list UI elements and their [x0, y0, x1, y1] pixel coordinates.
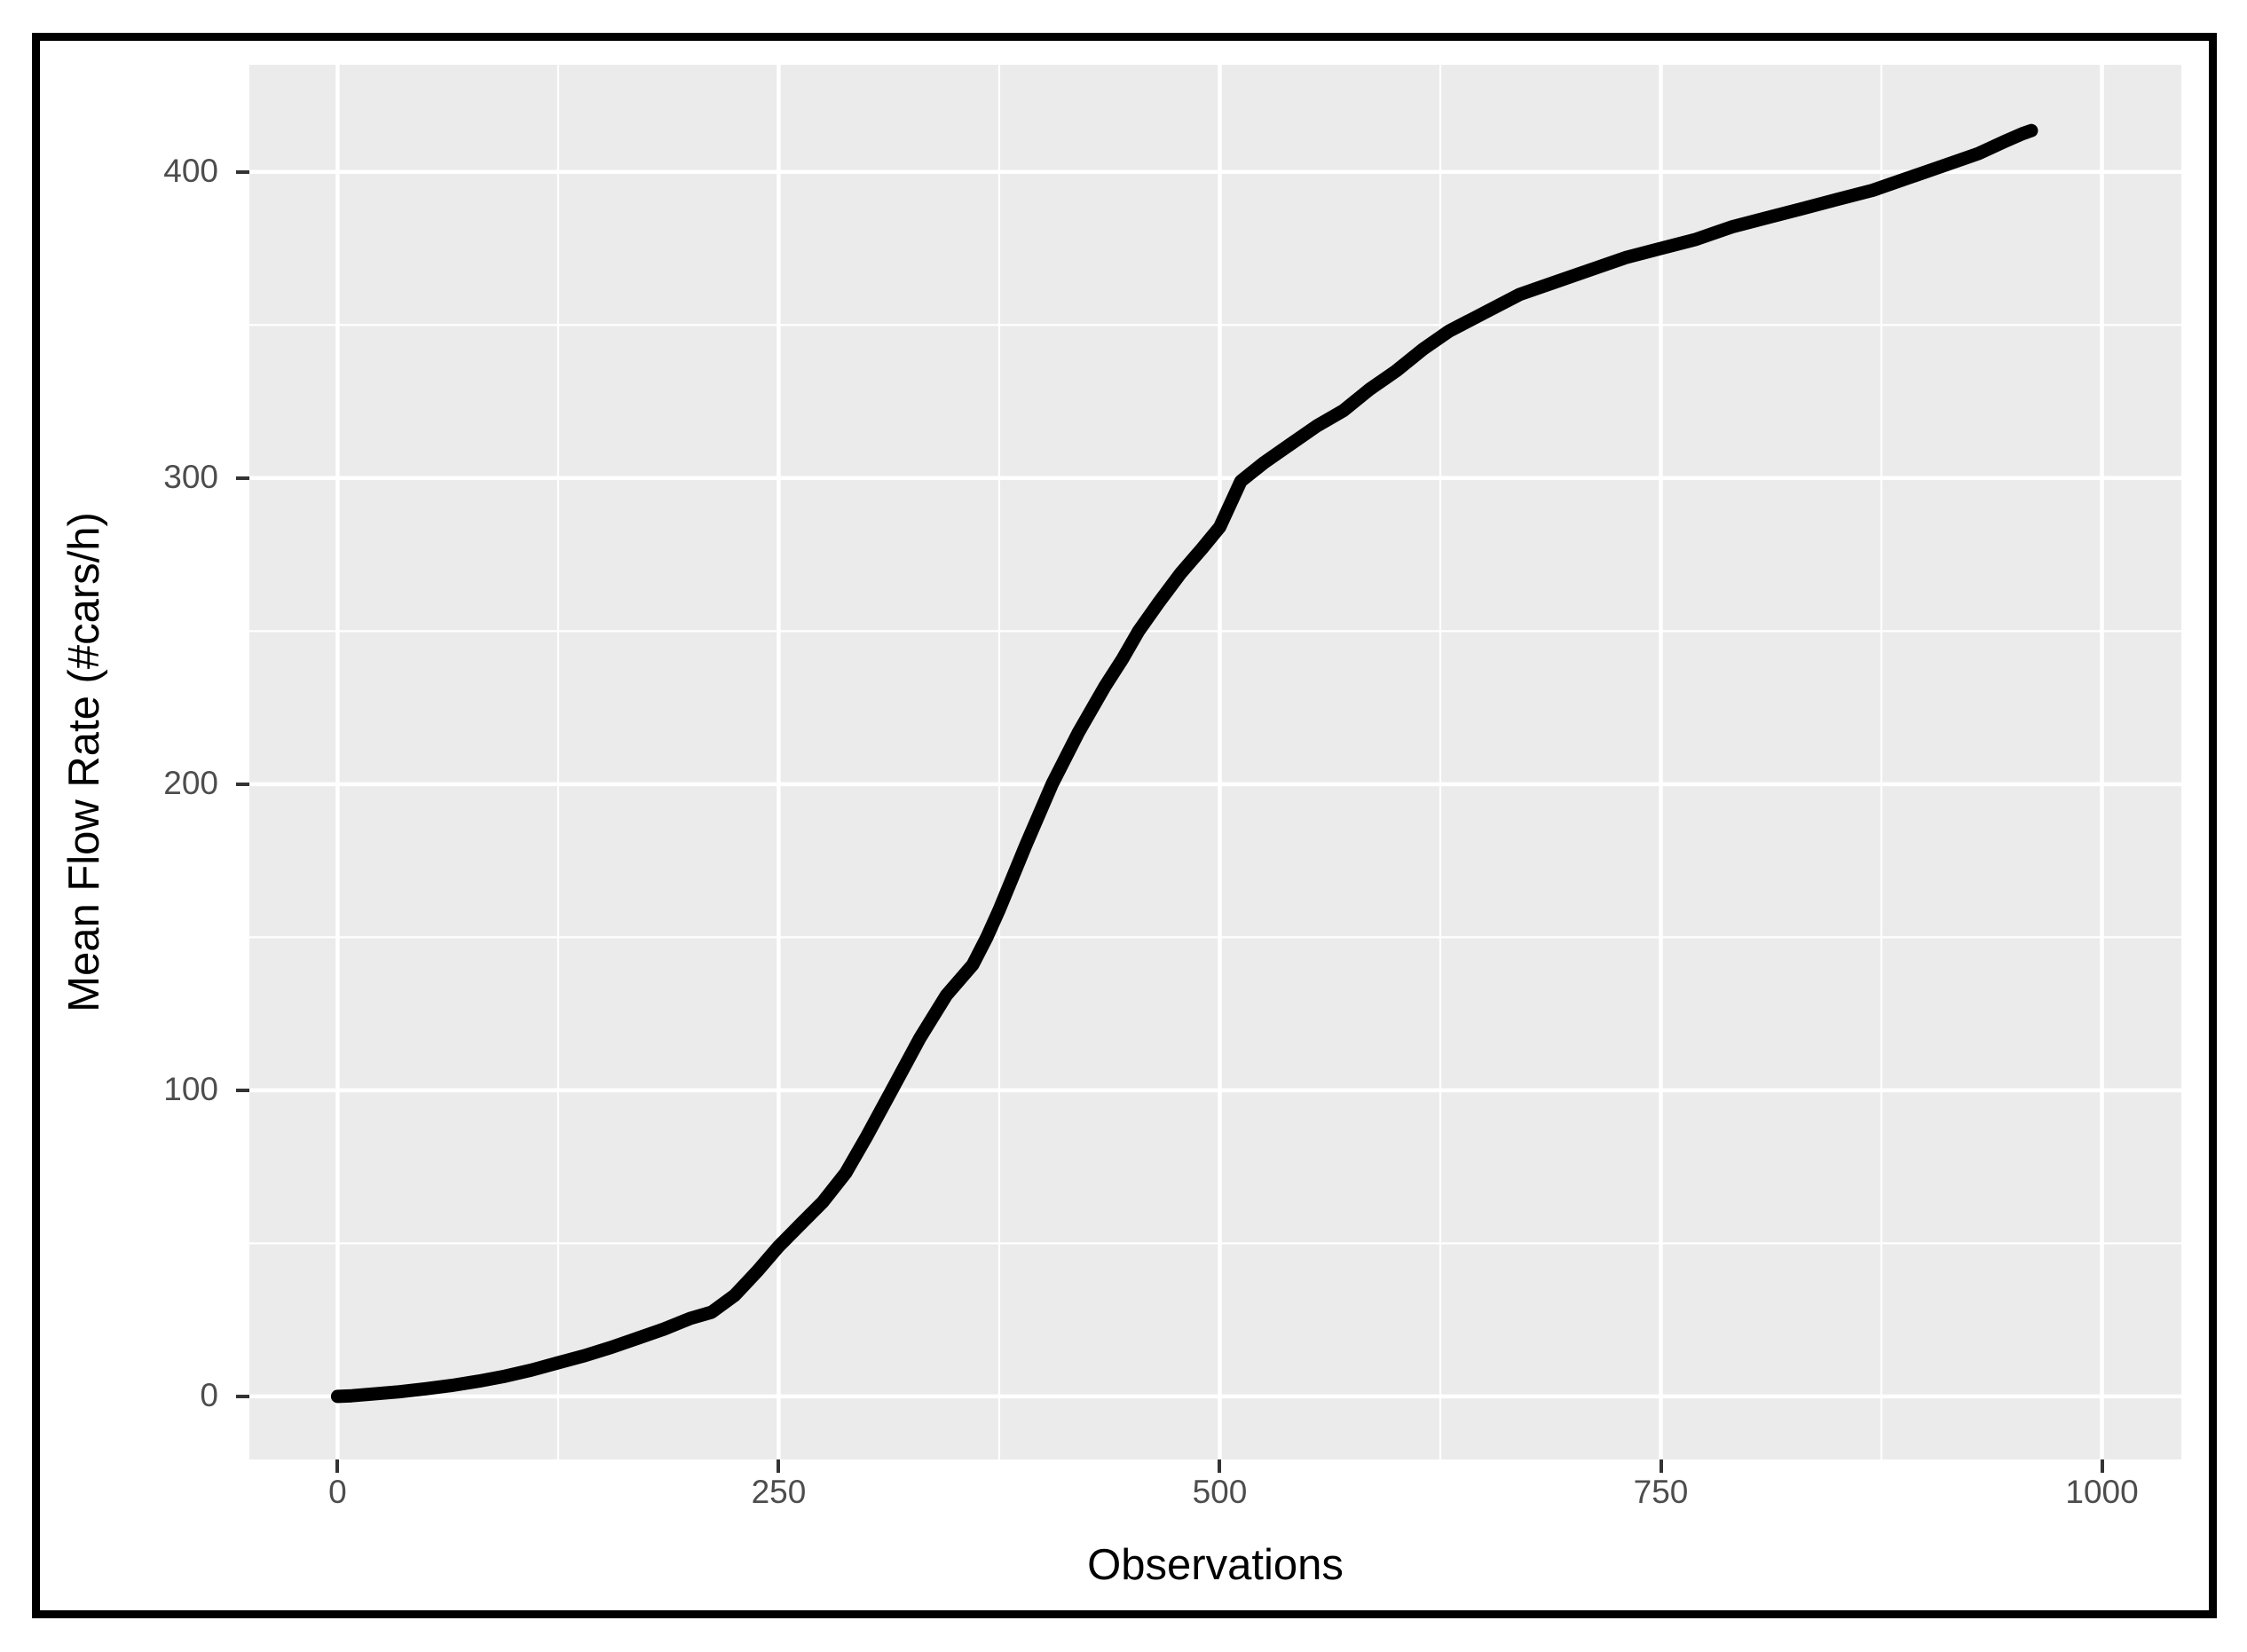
x-tick-label: 750: [1633, 1474, 1689, 1510]
y-tick-mark: [236, 1394, 249, 1398]
y-tick-label: 0: [200, 1376, 218, 1413]
x-tick-mark: [2100, 1459, 2104, 1473]
y-tick-mark: [236, 782, 249, 786]
y-tick-mark: [236, 476, 249, 480]
x-tick-label: 500: [1192, 1474, 1248, 1510]
x-tick-label: 0: [328, 1474, 347, 1510]
x-tick-mark: [1218, 1459, 1222, 1473]
plot-panel: [249, 65, 2181, 1459]
x-tick-label: 1000: [2065, 1474, 2139, 1510]
y-tick-label: 200: [163, 764, 218, 801]
mean-flow-rate-cumulative-curve: [330, 123, 2038, 1404]
y-tick-mark: [236, 169, 249, 174]
y-tick-mark: [236, 1088, 249, 1092]
y-tick-label: 400: [163, 152, 218, 189]
y-axis-title-text: Mean Flow Rate (#cars/h): [60, 512, 108, 1012]
x-tick-label: 250: [751, 1474, 807, 1510]
x-tick-mark: [1659, 1459, 1663, 1473]
x-tick-mark: [335, 1459, 340, 1473]
y-tick-label: 300: [163, 458, 218, 495]
x-axis-title: Observations: [1087, 1541, 1344, 1589]
x-tick-mark: [777, 1459, 781, 1473]
y-tick-label: 100: [163, 1070, 218, 1107]
plot-canvas: [249, 65, 2181, 1459]
